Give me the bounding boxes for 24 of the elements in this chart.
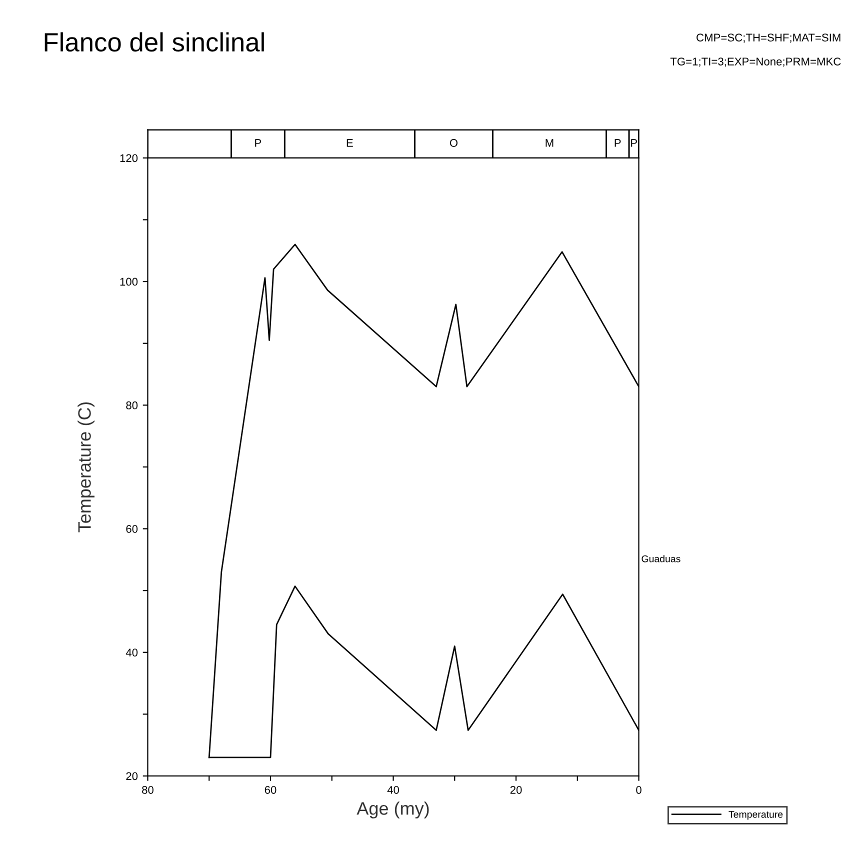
text: TG=1;TI=3;EXP=None;PRM=MKC [670, 58, 841, 67]
text: Guaduas [642, 555, 680, 562]
x-axis-title: Age (my) [356, 802, 429, 818]
x-tick-label: 0 [636, 786, 642, 794]
y-tick-label: 100 [120, 278, 138, 286]
y-tick-label: 60 [126, 525, 138, 533]
y-tick-label: 80 [126, 401, 138, 410]
y-tick-label: 20 [126, 772, 138, 780]
chart-title: Flanco del sinclinal [44, 32, 264, 52]
series-label: M [546, 139, 554, 147]
series-label: P [614, 139, 621, 147]
text: Temperature [728, 811, 783, 820]
x-tick-label: 60 [264, 786, 276, 794]
series-label: O [450, 139, 458, 147]
series-label: E [346, 139, 353, 147]
series-label: P [255, 139, 262, 147]
y-tick-label: 40 [126, 648, 138, 656]
x-tick-label: 80 [142, 786, 154, 794]
x-tick-label: 40 [387, 786, 400, 794]
text: CMP=SC;TH=SHF;MAT=SIM [696, 34, 840, 43]
x-tick-label: 20 [510, 786, 522, 794]
y-tick-label: 120 [120, 154, 138, 162]
y-axis-title: Temperature (C) [78, 402, 94, 532]
series-label: P [631, 139, 637, 147]
